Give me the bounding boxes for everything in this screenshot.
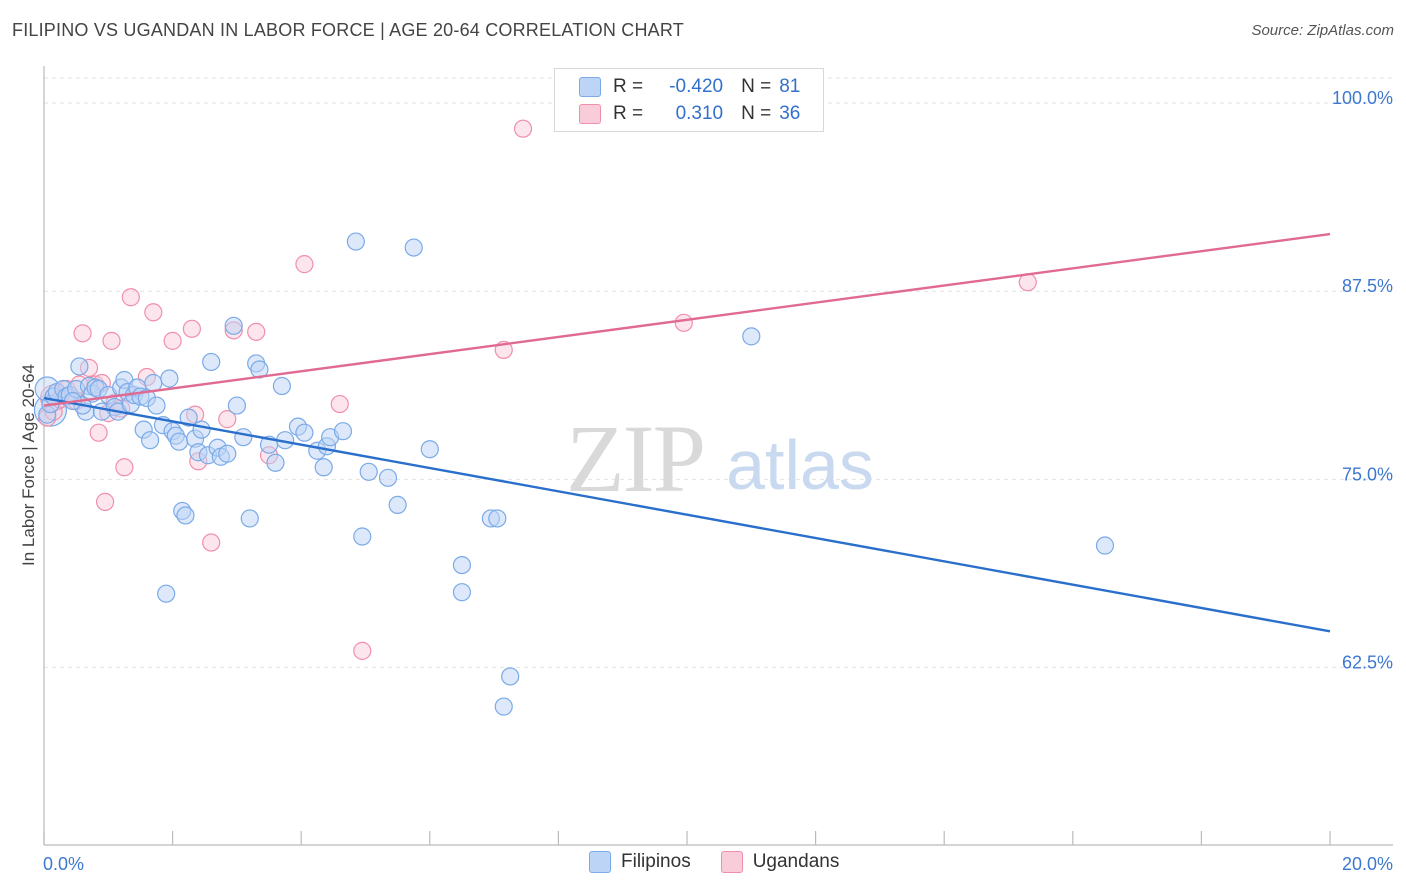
filipino-point	[452, 583, 472, 602]
legend-r-value: -0.420	[669, 76, 724, 97]
filipino-point	[160, 369, 179, 388]
filipino-point	[147, 396, 166, 415]
legend-item-filipinos[interactable]: Filipinos	[589, 851, 691, 873]
filipino-point	[388, 495, 407, 515]
series-legend: Filipinos Ugandans	[589, 851, 869, 873]
source-credit: Source: ZipAtlas.com	[1251, 22, 1394, 39]
filipino-point	[359, 462, 378, 481]
filipino-point	[240, 509, 259, 528]
filipino-point	[353, 527, 372, 546]
legend-n-label: N =	[741, 103, 772, 124]
filipino-point	[333, 422, 353, 441]
y-axis-label: In Labor Force | Age 20-64	[19, 364, 38, 566]
ugandan-point	[163, 331, 182, 350]
filipino-point	[157, 584, 176, 603]
legend-item-ugandans[interactable]: Ugandans	[720, 851, 840, 873]
ugandan-point	[353, 641, 372, 660]
filipino-point	[378, 468, 398, 487]
chart-title: FILIPINO VS UGANDAN IN LABOR FORCE | AGE…	[12, 20, 684, 40]
legend-row-ugandans: R = 0.310 N = 36	[579, 101, 800, 127]
ugandan-trend-line	[43, 232, 1331, 407]
y-tick-label: 62.5%	[1342, 652, 1393, 672]
legend-swatch-ugandans	[720, 851, 743, 873]
legend-r-label: R =	[613, 103, 644, 124]
ugandan-point	[295, 255, 314, 274]
filipino-point	[272, 376, 292, 396]
ugandan-point	[115, 458, 134, 477]
filipino-point	[742, 327, 761, 346]
filipino-point	[488, 509, 507, 528]
ugandan-point	[182, 319, 201, 338]
filipino-point	[501, 667, 520, 686]
legend-swatch-filipinos	[579, 77, 601, 97]
legend-row-filipinos: R = -0.420 N = 81	[579, 74, 800, 100]
ugandan-point	[95, 492, 115, 511]
ugandan-point	[121, 288, 140, 307]
filipino-point	[224, 316, 243, 335]
ugandan-point	[202, 533, 221, 552]
filipino-point	[169, 432, 189, 451]
legend-r-value: 0.310	[675, 103, 724, 124]
legend-label-ugandans: Ugandans	[752, 851, 840, 872]
y-tick-label: 100.0%	[1332, 88, 1393, 108]
ugandan-point	[73, 324, 92, 343]
legend-swatch-filipinos	[589, 851, 611, 873]
legend-n-value: 81	[779, 76, 801, 97]
ugandan-point	[513, 119, 533, 138]
filipino-point	[234, 428, 253, 447]
ugandan-point	[89, 423, 108, 442]
ugandan-point	[144, 303, 163, 322]
tick-labels: 62.5% 75.0% 87.5% 100.0% 0.0% 20.0%	[43, 88, 1393, 874]
trend-lines	[43, 232, 1331, 633]
filipino-point	[176, 506, 195, 525]
watermark: ZIP atlas	[566, 405, 874, 512]
filipino-point	[494, 697, 513, 716]
stats-legend: R = -0.420 N = 81 R = 0.310 N = 36	[554, 68, 824, 132]
filipino-point	[404, 238, 423, 257]
legend-swatch-ugandans	[579, 104, 601, 124]
ugandan-point	[218, 410, 237, 429]
filipino-point	[295, 423, 314, 442]
filipino-trend-line	[43, 396, 1331, 633]
y-tick-label: 75.0%	[1342, 464, 1393, 484]
filipino-point	[314, 458, 333, 477]
filipino-point	[192, 420, 211, 439]
ugandan-point	[247, 322, 266, 341]
legend-label-filipinos: Filipinos	[621, 851, 691, 872]
filipino-point	[140, 431, 160, 450]
filipino-point	[227, 396, 246, 415]
filipino-point	[70, 357, 89, 376]
filipino-point	[346, 232, 365, 251]
watermark-atlas: atlas	[726, 426, 874, 504]
x-tick-label: 20.0%	[1342, 854, 1393, 874]
x-tick-label: 0.0%	[43, 854, 84, 874]
filipino-point	[266, 453, 285, 472]
ugandan-point	[102, 331, 121, 350]
filipino-point	[452, 555, 472, 575]
filipino-point	[179, 408, 198, 427]
legend-n-label: N =	[741, 76, 772, 97]
y-tick-label: 87.5%	[1342, 276, 1393, 296]
filipino-point	[420, 440, 439, 459]
watermark-zip: ZIP	[566, 405, 704, 512]
filipino-point	[218, 444, 237, 463]
filipino-point	[202, 352, 221, 372]
ugandan-point	[674, 313, 693, 332]
ugandan-point	[330, 394, 349, 414]
axes	[43, 66, 1393, 846]
legend-r-label: R =	[613, 76, 644, 97]
filipino-point	[1095, 536, 1115, 555]
data-points	[33, 119, 1115, 716]
gridlines	[44, 77, 1393, 668]
legend-n-value: 36	[779, 103, 801, 124]
filipino-point	[144, 373, 163, 393]
